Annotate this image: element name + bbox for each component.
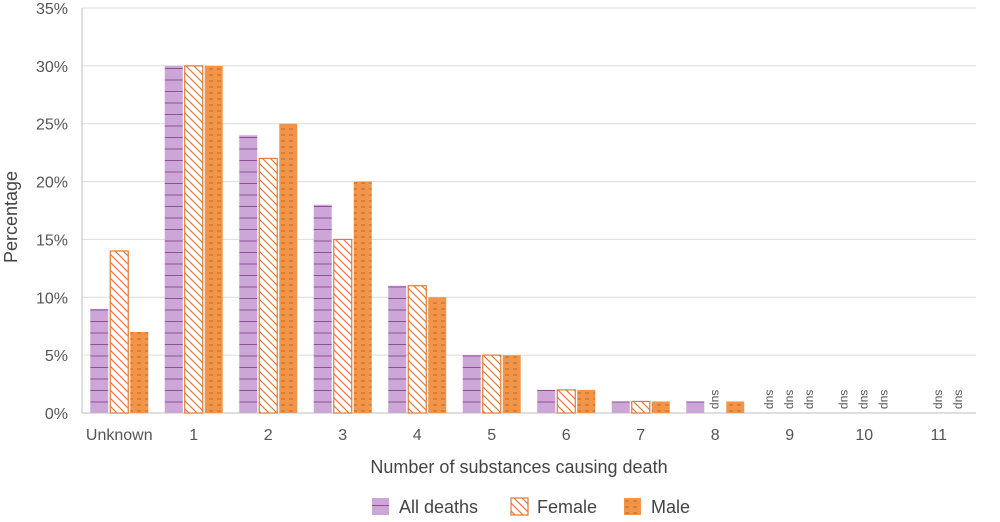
y-tick-label: 25% <box>36 117 68 134</box>
x-tick-label: 5 <box>487 427 496 444</box>
x-tick-label: 4 <box>413 427 422 444</box>
x-tick-label: 7 <box>636 427 645 444</box>
gridlines <box>82 7 976 356</box>
x-tick-label: 6 <box>562 427 571 444</box>
bar-male-7 <box>651 401 670 413</box>
bar-male-4 <box>428 297 447 413</box>
bar-all-deaths-7 <box>611 401 630 413</box>
suppressed-label: sup <box>804 390 818 410</box>
bar-female-5 <box>482 354 502 414</box>
bar-all-deaths-2 <box>239 135 258 414</box>
y-tick-label: 5% <box>45 348 68 365</box>
bar-female-1 <box>184 65 204 414</box>
y-axis-title: Percentage <box>1 171 21 263</box>
suppressed-label: sup <box>764 390 778 410</box>
y-tick-label: 15% <box>36 232 68 249</box>
suppressed-label: sup <box>784 390 798 410</box>
y-tick-label: 20% <box>36 175 68 192</box>
suppressed-label: sup <box>933 390 947 410</box>
bar-male-6 <box>577 389 596 413</box>
bar-all-deaths-1 <box>164 65 183 413</box>
legend-swatch-female <box>510 497 529 516</box>
x-tick-label: 10 <box>855 427 873 444</box>
suppressed-label: sup <box>878 390 892 410</box>
x-tick-label: 11 <box>930 427 947 444</box>
tick-labels: 0% 5% 10% 15% 20% 25% 30% 35% Unknown 1 2 3 4 5 6 7 sup 8… <box>36 1 967 444</box>
legend-label-male: Male <box>651 497 690 517</box>
bar-female-2 <box>258 157 278 414</box>
bar-male-unknown <box>130 332 149 413</box>
bar-all-deaths-unknown <box>90 308 109 413</box>
bar-female-unknown <box>109 250 129 414</box>
bar-female-7 <box>631 400 651 414</box>
bars <box>90 65 745 414</box>
legend: All deaths Female Male <box>372 497 690 517</box>
bar-female-3 <box>333 238 353 414</box>
x-tick-label: Unknown <box>86 427 153 444</box>
bar-female-6 <box>556 389 576 414</box>
bar-male-8 <box>726 401 745 413</box>
x-axis-title: Number of substances causing death <box>370 457 667 477</box>
legend-swatch-all-deaths <box>372 498 389 515</box>
suppressed-label: sup <box>838 390 852 410</box>
suppressed-label: sup <box>858 390 872 410</box>
bar-male-5 <box>502 355 521 413</box>
x-tick-label: 2 <box>264 427 273 444</box>
suppressed-label: sup <box>953 390 967 410</box>
y-tick-label: 0% <box>45 406 68 423</box>
bar-all-deaths-6 <box>537 389 556 413</box>
bar-male-1 <box>204 65 223 413</box>
y-tick-label: 35% <box>36 1 68 18</box>
bar-all-deaths-3 <box>313 204 332 413</box>
suppressed-label: sup <box>709 390 723 410</box>
legend-item-female: Female <box>510 497 597 517</box>
x-tick-label: 8 <box>711 427 720 444</box>
axes <box>81 8 976 414</box>
legend-item-all-deaths: All deaths <box>372 497 478 517</box>
legend-item-male: Male <box>624 497 690 517</box>
y-tick-label: 10% <box>36 290 68 307</box>
x-tick-label: 1 <box>189 427 198 444</box>
x-tick-label: 3 <box>338 427 347 444</box>
bar-male-2 <box>279 123 298 413</box>
bar-all-deaths-5 <box>462 355 481 413</box>
bar-male-3 <box>353 181 372 413</box>
x-tick-label: 9 <box>785 427 794 444</box>
bar-female-4 <box>407 285 427 414</box>
legend-swatch-male <box>624 498 641 515</box>
legend-label-female: Female <box>537 497 597 517</box>
y-tick-label: 30% <box>36 59 68 76</box>
legend-label-all-deaths: All deaths <box>399 497 478 517</box>
bar-all-deaths-8 <box>686 401 705 413</box>
bar-all-deaths-4 <box>388 285 407 413</box>
